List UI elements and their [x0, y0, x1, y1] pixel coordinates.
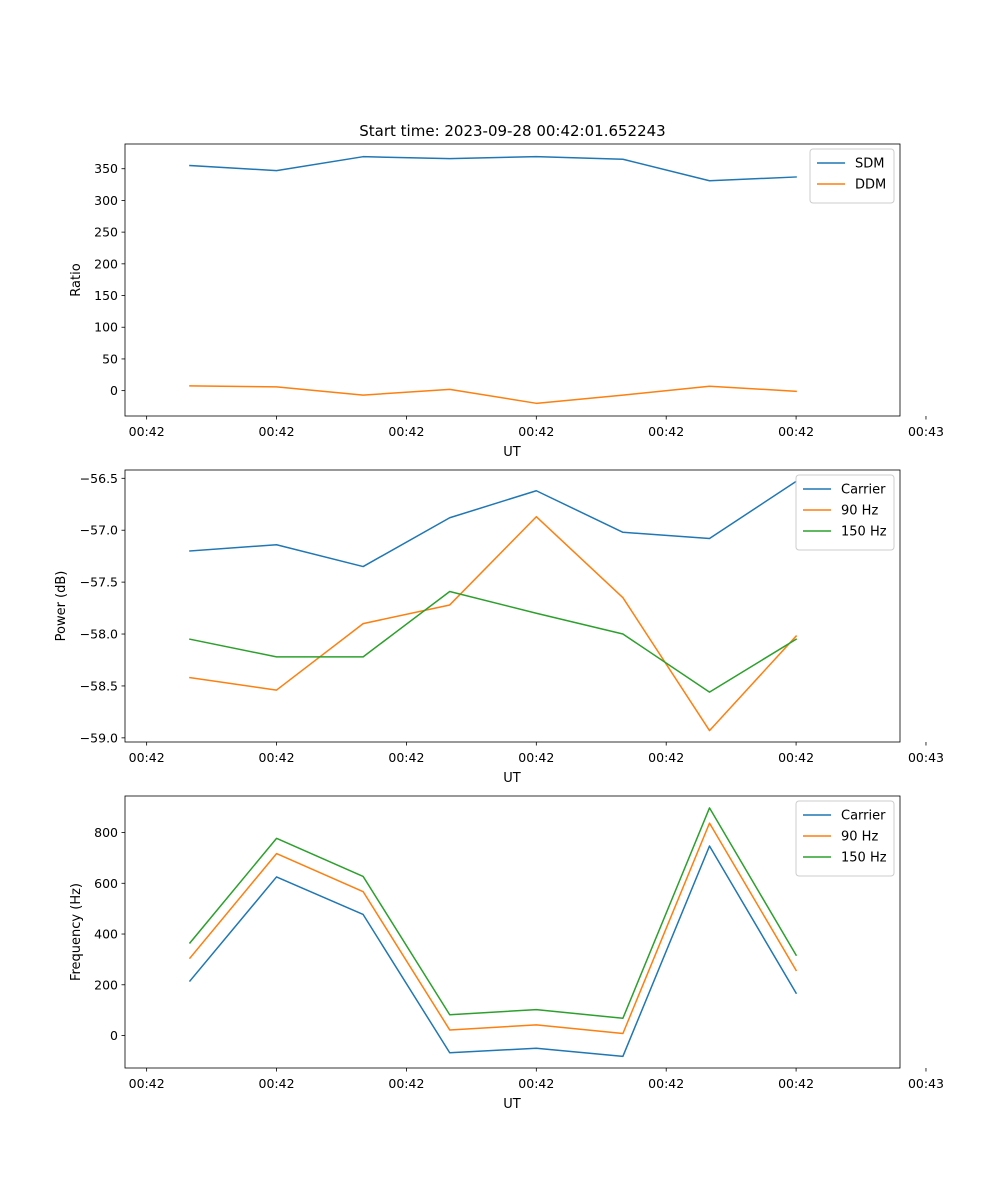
chart-panel-1: 00:42 00:42 00:42 00:42 00:42 00:42 00:43 0 50 10…	[69, 143, 944, 460]
y-tick-label: −57.0	[80, 523, 118, 538]
legend-label: DDM	[855, 178, 886, 193]
y-tick-label: −57.5	[80, 575, 118, 590]
y-tick-label: −56.5	[80, 471, 118, 486]
y-axis-label: Ratio	[69, 263, 84, 296]
x-tick-label: 00:42	[259, 750, 295, 765]
legend-label: 150 Hz	[841, 525, 887, 540]
y-tick-label: 350	[94, 161, 118, 176]
chart-panel-3: 00:42 00:42 00:42 00:42 00:42 00:42 00:43 0 200 4…	[69, 795, 944, 1112]
legend: SDM DDM	[809, 148, 895, 204]
axes-frame	[124, 143, 901, 417]
series-line-carrier	[188, 845, 798, 1058]
series-line-ddm	[189, 385, 797, 405]
series-line-sdm	[189, 155, 797, 182]
y-tick-label: 200	[94, 977, 118, 992]
x-tick-label: 00:42	[518, 750, 554, 765]
x-tick-label: 00:42	[259, 1076, 295, 1091]
chart-panel-2: 00:42 00:42 00:42 00:42 00:42 00:42 00:43 −59.0…	[54, 469, 944, 786]
axes-frame	[124, 795, 901, 1069]
legend-label: Carrier	[841, 809, 886, 824]
y-tick-label: 50	[102, 351, 118, 366]
x-tick-label: 00:42	[778, 1076, 814, 1091]
y-tick-label: 0	[110, 1028, 118, 1043]
series-line-carrier	[189, 480, 798, 568]
x-tick-label: 00:43	[908, 424, 944, 439]
x-tick-label: 00:43	[908, 1076, 944, 1091]
x-tick-label: 00:42	[388, 1076, 424, 1091]
legend-label: 90 Hz	[841, 504, 878, 519]
x-tick-label: 00:42	[388, 424, 424, 439]
y-tick-label: 400	[94, 927, 118, 942]
y-tick-label: 600	[94, 876, 118, 891]
y-tick-label: 150	[94, 288, 118, 303]
x-tick-label: 00:43	[908, 750, 944, 765]
x-tick-label: 00:42	[129, 424, 165, 439]
axes-frame	[124, 469, 901, 743]
y-axis-label: Frequency (Hz)	[69, 883, 84, 981]
y-tick-label: 0	[110, 383, 118, 398]
y-tick-label: 250	[94, 225, 118, 240]
x-tick-label: 00:42	[129, 750, 165, 765]
y-tick-label: 100	[94, 320, 118, 335]
legend-label: 90 Hz	[841, 830, 878, 845]
legend-label: 150 Hz	[841, 851, 887, 866]
x-tick-label: 00:42	[648, 750, 684, 765]
x-tick-label: 00:42	[778, 424, 814, 439]
x-tick-label: 00:42	[778, 750, 814, 765]
series-line-150-hz	[188, 807, 798, 1020]
x-tick-label: 00:42	[648, 424, 684, 439]
x-axis-label: UT	[503, 771, 521, 786]
figure-title: Start time: 2023-09-28 00:42:01.652243	[359, 122, 665, 140]
series-line-90-hz	[188, 822, 798, 1035]
x-tick-label: 00:42	[388, 750, 424, 765]
y-tick-label: −59.0	[80, 730, 118, 745]
x-axis-label: UT	[503, 1097, 521, 1112]
y-tick-label: −58.5	[80, 678, 118, 693]
x-tick-label: 00:42	[648, 1076, 684, 1091]
legend-label: Carrier	[841, 483, 886, 498]
y-tick-label: 300	[94, 193, 118, 208]
legend: Carrier 90 Hz 150 Hz	[795, 800, 895, 877]
x-tick-label: 00:42	[259, 424, 295, 439]
x-tick-label: 00:42	[129, 1076, 165, 1091]
x-tick-label: 00:42	[518, 1076, 554, 1091]
y-axis-label: Power (dB)	[54, 571, 69, 642]
x-tick-label: 00:42	[518, 424, 554, 439]
y-tick-label: −58.0	[80, 627, 118, 642]
legend: Carrier 90 Hz 150 Hz	[795, 474, 895, 551]
y-tick-label: 200	[94, 256, 118, 271]
series-line-90-hz	[189, 515, 798, 732]
legend-label: SDM	[855, 157, 884, 172]
y-tick-label: 800	[94, 825, 118, 840]
series-line-150-hz	[189, 590, 798, 693]
x-axis-label: UT	[503, 445, 521, 460]
